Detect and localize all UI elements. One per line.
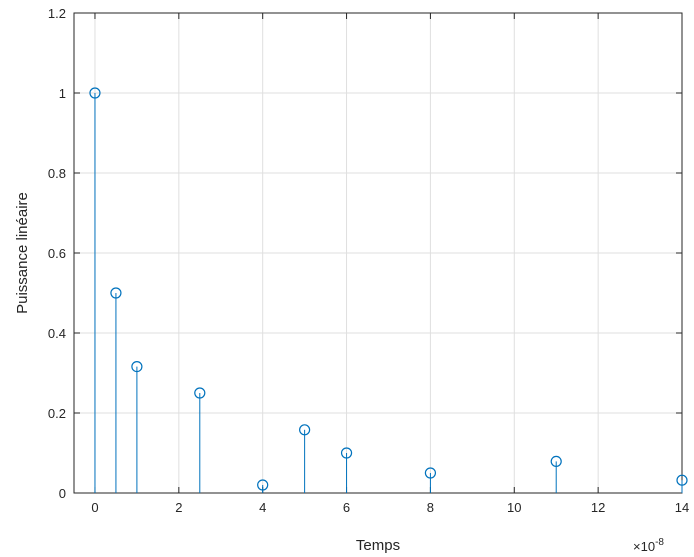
x-tick-label: 14 (675, 500, 689, 515)
stem-marker (89, 87, 101, 99)
grid-layer (74, 12, 683, 494)
x-tick-label: 2 (175, 500, 182, 515)
stem-marker (131, 361, 143, 373)
stem-marker (340, 447, 353, 459)
y-tick-label: 0.8 (48, 166, 66, 181)
y-tick-label: 1 (59, 86, 66, 101)
y-tick-label: 0 (59, 486, 66, 501)
x-tick-label: 10 (507, 500, 521, 515)
stem-layer (89, 87, 688, 493)
x-exponent-label: ×10-8 (633, 537, 664, 554)
tick-layer: 0 2 4 6 8 10 12 14 0 0.2 0.4 0.6 0.8 1 1.2 (48, 6, 689, 515)
y-tick-label: 0.6 (48, 246, 66, 261)
x-tick-label: 4 (259, 500, 266, 515)
stem-marker (194, 387, 206, 399)
stem-marker (257, 479, 269, 491)
x-axis-label: Temps (356, 537, 400, 554)
x-tick-label: 8 (427, 500, 434, 515)
y-tick-label: 0.2 (48, 406, 66, 421)
x-exponent-base: ×10 (633, 539, 655, 554)
y-axis-label: Puissance linéaire (14, 192, 31, 314)
y-tick-label: 0.4 (48, 326, 66, 341)
x-exponent-power: -8 (655, 537, 664, 548)
y-tick-label: 1.2 (48, 6, 66, 21)
x-tick-label: 12 (591, 500, 605, 515)
stem-marker (550, 455, 562, 467)
stem-marker (110, 287, 122, 299)
stem-marker (424, 467, 437, 479)
stem-marker (299, 424, 311, 436)
x-tick-label: 6 (343, 500, 350, 515)
stem-marker (676, 474, 688, 486)
x-tick-label: 0 (91, 500, 98, 515)
